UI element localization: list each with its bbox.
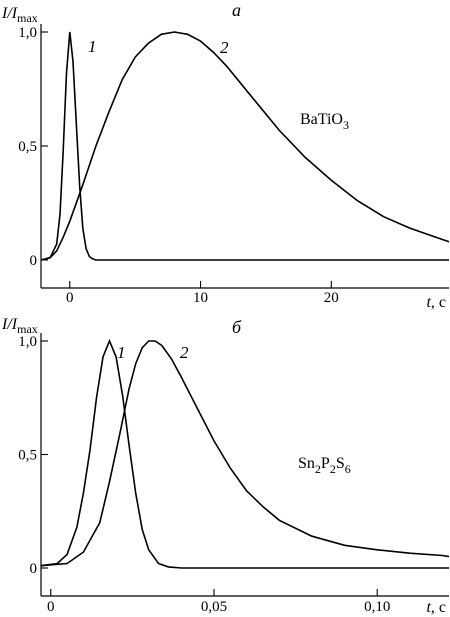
material-label: BaTiO3 [300, 111, 349, 132]
y-tick-label: 0,5 [18, 448, 37, 464]
series-label: 1 [88, 37, 97, 56]
y-tick-label: 1,0 [18, 334, 37, 350]
y-axis-label: I/Imax [1, 5, 38, 25]
material-label: Sn2P2S6 [298, 455, 351, 476]
x-tick-label: 0 [66, 290, 74, 306]
series-2-line [40, 31, 450, 261]
panel-b: 0 0,5 1,0 0 0,05 0,10 I/Imax t, с б Sn2P2S6 1 2 [1, 316, 450, 616]
series-label: 1 [117, 343, 126, 362]
x-tick-label: 10 [193, 290, 208, 306]
x-tick-label: 0,10 [364, 599, 390, 615]
panel-a: 0 0,5 1,0 0 10 20 I/Imax t, с а BaTiO3 1 2 [1, 0, 450, 311]
panel-label: а [232, 0, 241, 20]
y-tick-label: 1,0 [18, 25, 37, 41]
y-tick-label: 0 [30, 561, 38, 577]
x-axis-label: t, с [426, 294, 446, 311]
y-tick-label: 0,5 [18, 139, 37, 155]
y-tick-label: 0 [30, 253, 38, 269]
series-2-line [40, 340, 450, 567]
x-tick-label: 0 [47, 599, 55, 615]
y-axis-label: I/Imax [1, 316, 38, 336]
x-axis-label: t, с [426, 599, 446, 616]
x-tick-label: 20 [324, 290, 339, 306]
series-1-line [40, 31, 449, 261]
series-label: 2 [180, 343, 189, 362]
series-1-line [40, 338, 449, 569]
x-tick-label: 0,05 [201, 599, 227, 615]
series-label: 2 [220, 38, 229, 57]
panel-label: б [232, 317, 242, 337]
